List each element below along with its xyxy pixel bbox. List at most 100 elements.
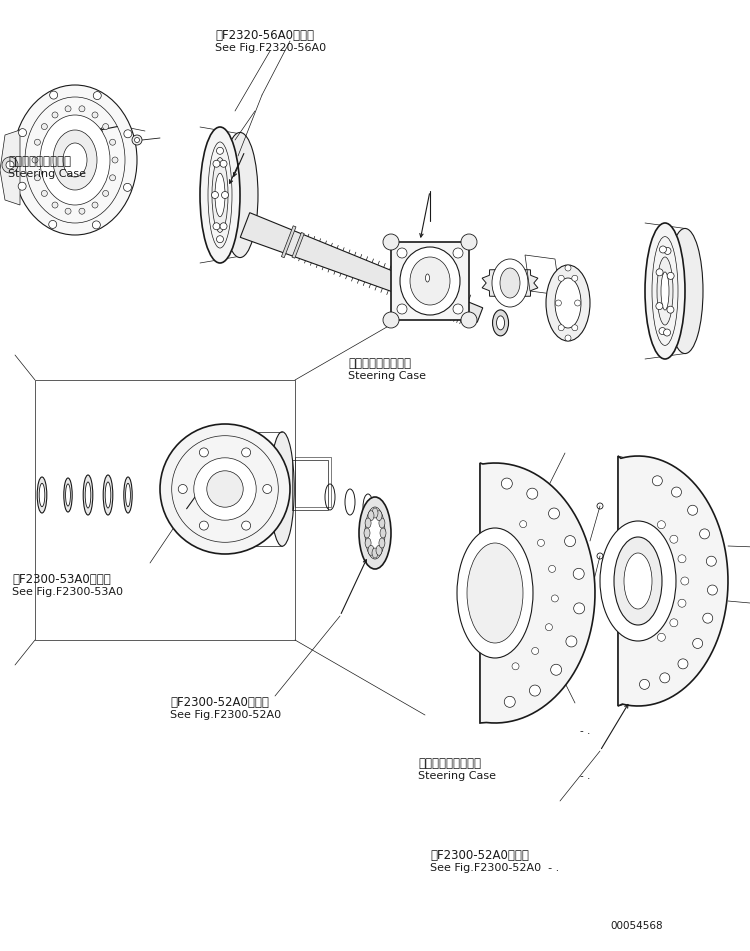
Text: See Fig.F2300-52A0: See Fig.F2300-52A0 (170, 710, 281, 720)
Ellipse shape (379, 538, 385, 548)
Ellipse shape (270, 432, 294, 546)
Circle shape (703, 613, 712, 623)
Text: See Fig.F2300-53A0: See Fig.F2300-53A0 (12, 587, 123, 597)
Circle shape (65, 208, 71, 214)
Ellipse shape (368, 545, 374, 555)
Ellipse shape (364, 528, 370, 538)
Text: 第F2320-56A0図参照: 第F2320-56A0図参照 (215, 29, 314, 42)
Circle shape (383, 234, 399, 250)
Ellipse shape (457, 528, 533, 658)
Circle shape (32, 157, 38, 163)
Ellipse shape (222, 132, 258, 258)
Circle shape (213, 223, 220, 230)
Circle shape (670, 535, 678, 543)
Circle shape (660, 673, 670, 683)
Circle shape (707, 585, 718, 595)
Circle shape (453, 304, 463, 314)
Circle shape (551, 595, 558, 602)
Polygon shape (281, 225, 296, 258)
Ellipse shape (65, 484, 70, 506)
Circle shape (132, 135, 142, 145)
Ellipse shape (40, 115, 110, 205)
Circle shape (574, 603, 585, 614)
Circle shape (124, 129, 132, 138)
Circle shape (681, 577, 688, 585)
Polygon shape (292, 232, 304, 259)
Circle shape (397, 248, 407, 258)
Ellipse shape (372, 548, 378, 558)
Circle shape (504, 696, 515, 708)
Circle shape (52, 202, 58, 208)
Circle shape (397, 304, 407, 314)
Circle shape (18, 183, 26, 190)
Ellipse shape (410, 257, 450, 305)
Circle shape (134, 138, 140, 143)
Circle shape (178, 484, 188, 494)
Ellipse shape (365, 518, 371, 528)
Circle shape (640, 679, 650, 689)
Circle shape (530, 685, 541, 696)
Circle shape (664, 247, 671, 255)
Circle shape (664, 329, 670, 336)
Circle shape (92, 221, 100, 229)
Ellipse shape (400, 247, 460, 315)
Circle shape (92, 112, 98, 118)
Circle shape (194, 457, 256, 520)
Text: 第F2300-52A0図参照: 第F2300-52A0図参照 (430, 849, 529, 862)
Ellipse shape (83, 475, 93, 515)
Ellipse shape (661, 272, 669, 310)
Circle shape (242, 448, 250, 456)
Circle shape (220, 223, 227, 230)
Circle shape (548, 566, 556, 573)
Ellipse shape (215, 173, 225, 217)
Text: ステアリングケース: ステアリングケース (8, 155, 71, 168)
Circle shape (550, 664, 562, 675)
Polygon shape (480, 463, 595, 723)
Text: See Fig.F2300-52A0  - .: See Fig.F2300-52A0 - . (430, 863, 560, 873)
Circle shape (566, 636, 577, 647)
Polygon shape (480, 463, 500, 723)
Circle shape (383, 312, 399, 328)
Text: ステアリングケース: ステアリングケース (418, 757, 481, 770)
Ellipse shape (422, 270, 433, 286)
Circle shape (558, 275, 564, 281)
Circle shape (512, 663, 519, 670)
Ellipse shape (546, 265, 590, 341)
Circle shape (659, 327, 666, 335)
Text: 00054568: 00054568 (610, 921, 663, 931)
Ellipse shape (200, 127, 240, 263)
Ellipse shape (555, 278, 581, 328)
Ellipse shape (500, 268, 520, 298)
Circle shape (656, 269, 663, 276)
Circle shape (656, 302, 663, 310)
Ellipse shape (614, 537, 662, 625)
Circle shape (221, 191, 229, 199)
Ellipse shape (63, 143, 87, 177)
Ellipse shape (368, 511, 374, 521)
Circle shape (658, 633, 665, 641)
Circle shape (706, 556, 716, 566)
Ellipse shape (365, 507, 385, 559)
Circle shape (52, 112, 58, 118)
Text: See Fig.F2320-56A0: See Fig.F2320-56A0 (215, 43, 326, 53)
Circle shape (501, 478, 512, 489)
Ellipse shape (104, 475, 112, 515)
Polygon shape (618, 456, 638, 706)
Polygon shape (391, 242, 469, 320)
Circle shape (678, 554, 686, 563)
Polygon shape (433, 286, 445, 312)
Circle shape (565, 335, 571, 341)
Ellipse shape (86, 482, 91, 508)
Polygon shape (0, 130, 20, 205)
Circle shape (79, 208, 85, 214)
Circle shape (526, 488, 538, 499)
Ellipse shape (425, 274, 430, 282)
Circle shape (548, 508, 560, 519)
Text: 第F2300-52A0図参照: 第F2300-52A0図参照 (170, 696, 268, 709)
Ellipse shape (492, 259, 528, 307)
Text: Steering Case: Steering Case (8, 169, 86, 179)
Ellipse shape (359, 497, 391, 569)
Ellipse shape (365, 538, 371, 548)
Circle shape (659, 246, 667, 253)
Circle shape (211, 191, 218, 199)
